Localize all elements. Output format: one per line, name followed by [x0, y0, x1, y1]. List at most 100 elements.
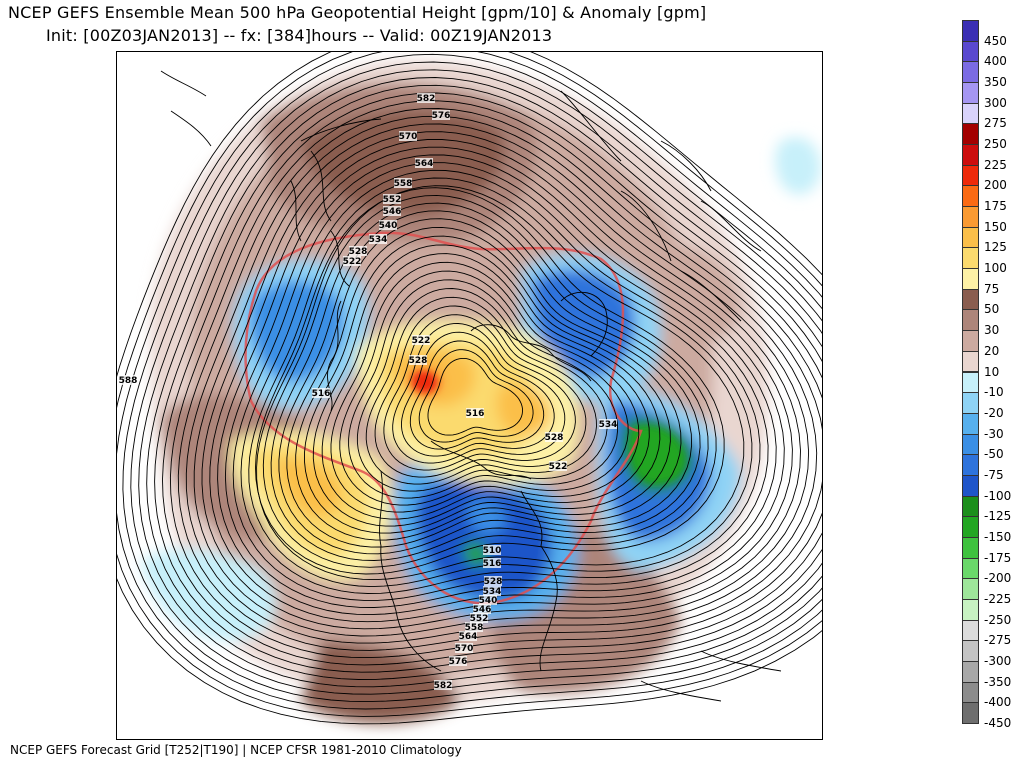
contour-label: 558 — [394, 179, 413, 189]
height-contour-line — [383, 314, 576, 471]
height-contour-line — [117, 52, 822, 717]
contour-label: 540 — [379, 221, 398, 231]
colorbar-label: -100 — [984, 488, 1012, 503]
contour-label-bg — [399, 131, 417, 141]
height-contour-line — [304, 235, 671, 534]
contour-label-bg — [483, 558, 501, 568]
height-contour-line — [154, 84, 822, 673]
map-panel: 582 576 570 564 558 552 546 540 534 528 522 522 528 5… — [116, 51, 823, 740]
colorbar-label: -225 — [984, 591, 1012, 606]
height-contour-line — [427, 357, 523, 436]
colorbar-label: 10 — [984, 364, 1000, 379]
red-reference-contour — [244, 231, 643, 605]
colorbar-label: 350 — [984, 75, 1007, 90]
contour-label-bg — [412, 335, 430, 345]
colorbar-swatch — [962, 392, 979, 414]
height-contour-line — [224, 154, 777, 608]
height-contour-line — [409, 340, 545, 450]
contour-label-bg — [379, 220, 397, 230]
height-contour-line — [365, 296, 597, 485]
contour-label-bg — [409, 355, 427, 365]
colorbar-swatch — [962, 82, 979, 104]
contour-label: 564 — [459, 632, 478, 642]
contour-label: 582 — [417, 94, 436, 104]
contour-label-bg — [549, 461, 567, 471]
contour-label: 534 — [369, 235, 388, 245]
colorbar-swatch — [962, 433, 979, 456]
colorbar-label: -300 — [984, 653, 1012, 668]
height-contour-line — [321, 253, 650, 520]
colorbar-label: -30 — [984, 426, 1004, 441]
colorbar-swatch — [962, 350, 979, 373]
contour-label-bg — [119, 375, 137, 385]
colorbar-swatch — [962, 206, 979, 228]
colorbar-label: -125 — [984, 509, 1012, 524]
contour-label-bg — [465, 622, 483, 632]
colorbar-swatch — [962, 40, 979, 63]
colorbar-swatch — [962, 660, 979, 683]
contour-label-bg — [479, 595, 497, 605]
height-contour-line — [255, 187, 725, 575]
contour-label-bg — [449, 656, 467, 666]
contour-label-bg — [470, 613, 488, 623]
height-contour-line — [312, 244, 661, 527]
height-contour-line — [130, 61, 822, 695]
colorbar-swatch — [962, 268, 979, 290]
height-contour-line — [278, 210, 701, 555]
height-contour-line — [209, 139, 793, 623]
contour-label: 522 — [412, 336, 431, 346]
colorbar-label: -350 — [984, 674, 1012, 689]
colorbar-swatch — [962, 61, 979, 84]
anomaly-shading — [141, 60, 821, 724]
contour-label-bg — [459, 631, 477, 641]
colorbar-swatch — [962, 330, 979, 352]
height-contour-line — [286, 218, 693, 548]
contour-label: 570 — [399, 132, 418, 142]
colorbar-swatch — [962, 185, 979, 208]
colorbar-label: 30 — [984, 323, 1000, 338]
contour-label-bg — [369, 234, 387, 244]
colorbar-label: 150 — [984, 219, 1007, 234]
colorbar-label: 400 — [984, 54, 1007, 69]
contour-label-bg — [483, 586, 501, 596]
contour-label: 522 — [549, 462, 568, 472]
colorbar-swatch — [962, 516, 979, 538]
colorbar-swatch — [962, 640, 979, 662]
colorbar-swatch — [962, 102, 979, 125]
coastlines — [160, 70, 782, 702]
colorbar-swatch — [962, 371, 979, 394]
colorbar-swatch — [962, 495, 979, 518]
contour-label: 546 — [473, 605, 492, 615]
height-contour-line — [138, 69, 822, 688]
contour-label: 576 — [432, 111, 451, 121]
contour-label-bg — [383, 194, 401, 204]
colorbar-swatch — [962, 681, 979, 704]
colorbar-label: -150 — [984, 529, 1012, 544]
height-contour-line — [232, 162, 769, 601]
height-contour-line — [248, 177, 753, 588]
contour-label-bg — [599, 419, 617, 429]
colorbar-swatch — [962, 123, 979, 146]
height-contour-line — [401, 331, 555, 457]
colorbar-swatch — [962, 702, 979, 724]
contour-label: 588 — [119, 376, 138, 386]
contour-label-bg — [343, 256, 361, 266]
contour-label: 564 — [415, 159, 434, 169]
colorbar-label: -400 — [984, 695, 1012, 710]
colorbar-label: -175 — [984, 550, 1012, 565]
contour-label-bg — [455, 643, 473, 653]
height-contour-line — [185, 115, 818, 644]
height-contour-line — [262, 194, 717, 568]
colorbar-label: 225 — [984, 157, 1007, 172]
height-contour-line — [418, 349, 534, 443]
contour-label: 552 — [470, 614, 489, 624]
contour-label: 546 — [383, 207, 402, 217]
height-contour-line — [348, 279, 619, 499]
colorbar-swatch — [962, 412, 979, 435]
colorbar-swatch — [962, 309, 979, 332]
contour-label: 510 — [483, 546, 502, 556]
colorbar-swatch — [962, 536, 979, 559]
contour-label: 570 — [455, 644, 474, 654]
chart-title: NCEP GEFS Ensemble Mean 500 hPa Geopoten… — [8, 3, 707, 22]
colorbar-swatch — [962, 454, 979, 476]
